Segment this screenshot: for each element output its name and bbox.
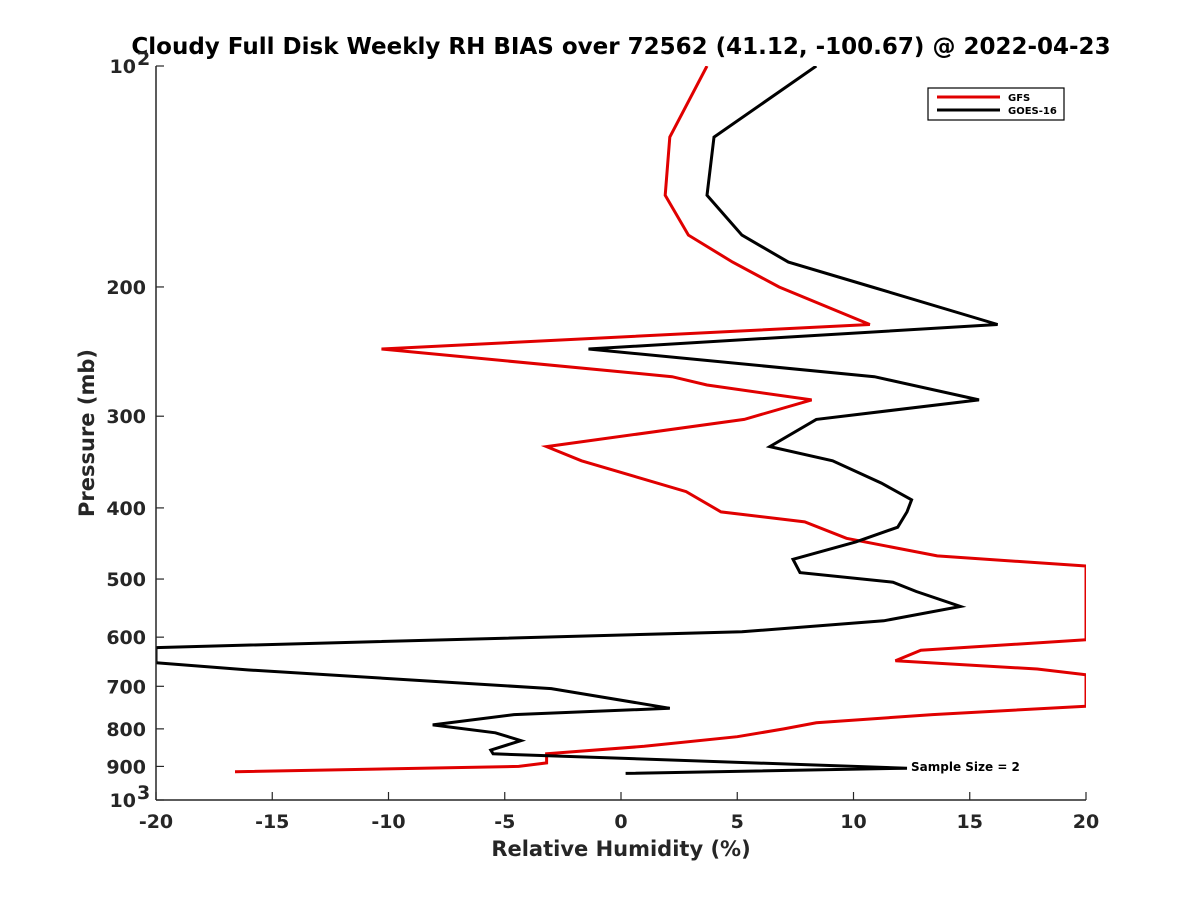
y-tick-label: 400 — [106, 498, 146, 520]
legend-label: GFS — [1008, 93, 1030, 104]
x-tick-label: -5 — [494, 811, 515, 833]
x-ticks: -20 -15 -10 -5 0 5 10 15 20 — [139, 792, 1099, 833]
sample-size-annotation: Sample Size = 2 — [911, 760, 1020, 774]
y-tick-exponent: 2 — [137, 48, 150, 70]
series-line-goes-16 — [156, 66, 999, 775]
y-axis-label: Pressure (mb) — [75, 349, 99, 517]
series-line-gfs — [234, 66, 1086, 774]
y-tick-label: 500 — [106, 569, 146, 591]
legend: GFS GOES-16 — [927, 87, 1065, 121]
x-tick-label: -15 — [255, 811, 289, 833]
x-tick-label: 5 — [731, 811, 744, 833]
y-tick-label: 900 — [106, 756, 146, 778]
y-tick-label: 300 — [106, 406, 146, 428]
series-layer — [156, 66, 1086, 775]
y-tick-label: 10 — [110, 790, 136, 812]
y-tick-label: 10 — [110, 56, 136, 78]
chart-title: Cloudy Full Disk Weekly RH BIAS over 725… — [131, 34, 1110, 60]
x-tick-label: 0 — [614, 811, 627, 833]
x-tick-label: 10 — [840, 811, 866, 833]
x-axis-label: Relative Humidity (%) — [491, 837, 750, 861]
x-tick-label: -20 — [139, 811, 173, 833]
x-tick-label: 20 — [1073, 811, 1099, 833]
y-tick-label: 200 — [106, 277, 146, 299]
legend-label: GOES-16 — [1008, 106, 1057, 117]
x-tick-label: 15 — [957, 811, 983, 833]
y-tick-label: 600 — [106, 627, 146, 649]
legend-box — [927, 87, 1065, 121]
y-tick-label: 700 — [106, 676, 146, 698]
y-tick-label: 800 — [106, 719, 146, 741]
y-tick-exponent: 3 — [137, 782, 150, 804]
x-tick-label: -10 — [371, 811, 405, 833]
